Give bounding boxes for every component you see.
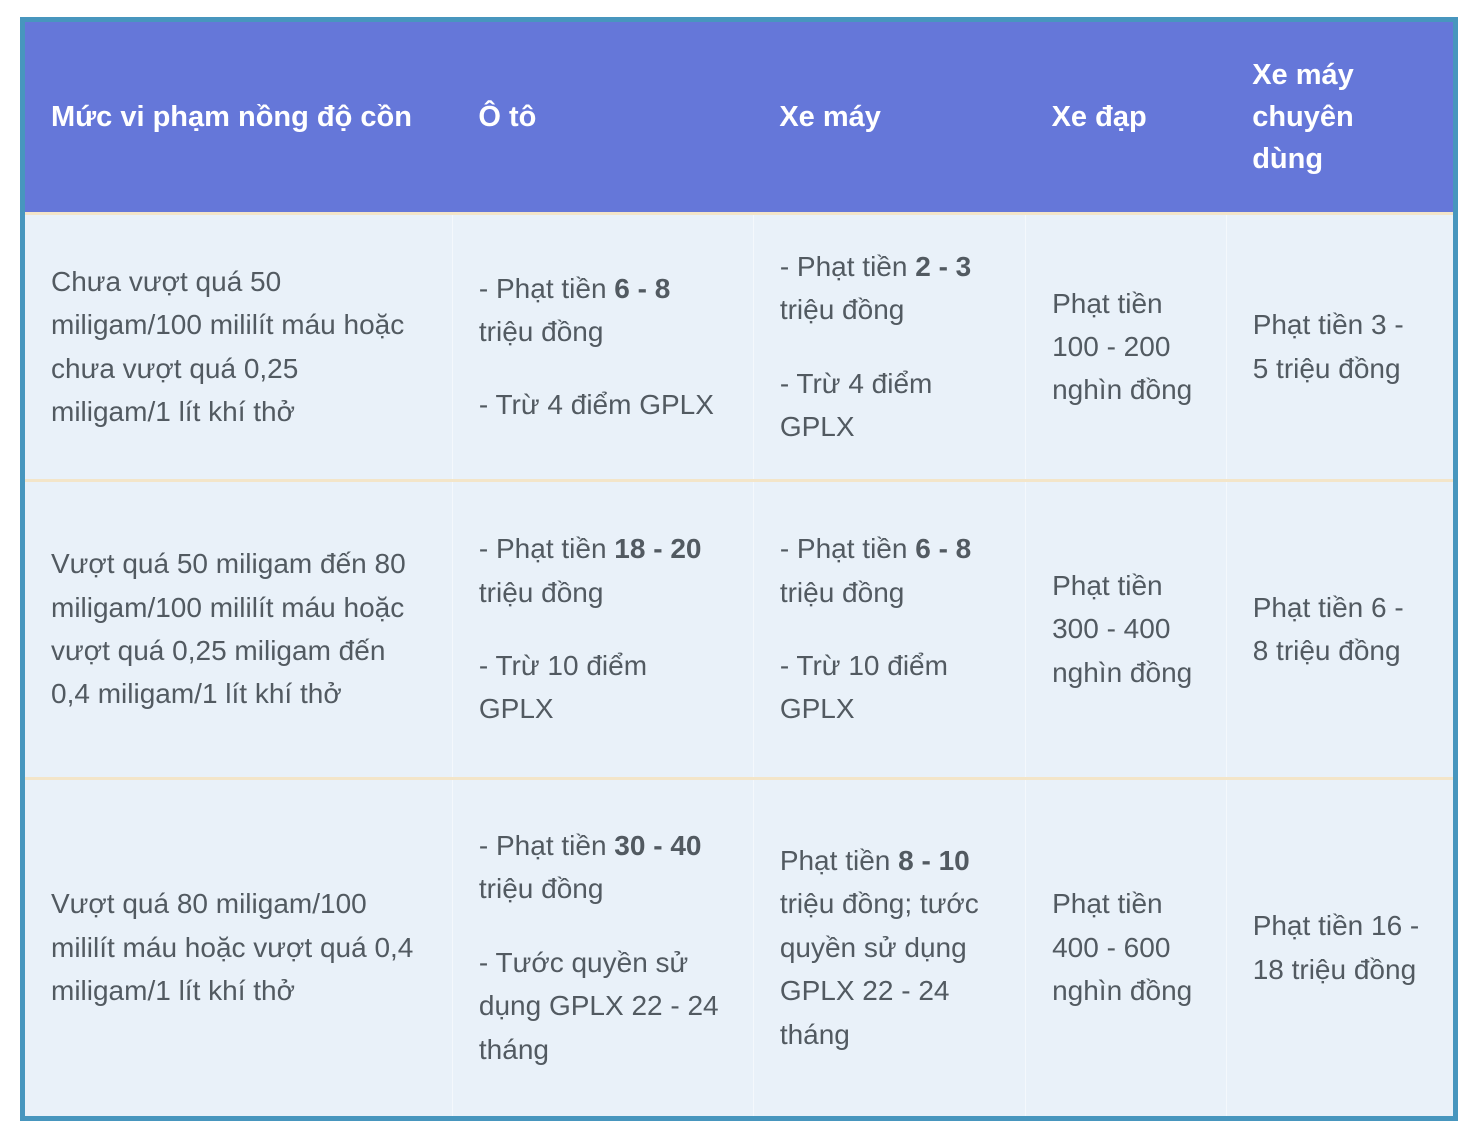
fine-amount: 6 - 8 — [614, 272, 671, 304]
cell-paragraph: Vượt quá 80 miligam/100 mililít máu hoặc… — [51, 882, 424, 1012]
cell-text: Phạt tiền 400 - 600 nghìn đồng — [1052, 888, 1193, 1007]
table-cell-xe-may-chuyen-dung: Phạt tiền 3 - 5 triệu đồng — [1225, 212, 1456, 481]
cell-text: Vượt quá 80 miligam/100 mililít máu hoặc… — [51, 888, 414, 1007]
table-cell-xe-may-chuyen-dung: Phạt tiền 6 - 8 triệu đồng — [1225, 478, 1456, 779]
table-row: Vượt quá 80 miligam/100 mililít máu hoặc… — [22, 776, 1456, 1119]
cell-text: - Phạt tiền — [779, 251, 916, 282]
column-header-xe-may: Xe máy — [753, 19, 1026, 214]
cell-text: triệu đồng — [478, 316, 604, 348]
column-header-xe-dap: Xe đạp — [1025, 19, 1227, 214]
fine-amount: 2 - 3 — [915, 251, 972, 282]
cell-paragraph: Phạt tiền 100 - 200 nghìn đồng — [1052, 282, 1198, 412]
cell-text: - Trừ 4 điểm GPLX — [478, 389, 714, 421]
table-cell-violation-level: Chưa vượt quá 50 miligam/100 mililít máu… — [22, 212, 453, 481]
cell-text: - Tước quyền sử dụng GPLX 22 - 24 tháng — [478, 946, 719, 1065]
cell-text: Phạt tiền — [779, 845, 899, 877]
table-cell-xe-may-chuyen-dung: Phạt tiền 16 - 18 triệu đồng — [1225, 776, 1456, 1119]
cell-text: - Phạt tiền — [478, 830, 615, 862]
cell-text: Phạt tiền 3 - 5 triệu đồng — [1252, 309, 1404, 384]
cell-text: Phạt tiền 300 - 400 nghìn đồng — [1052, 569, 1193, 688]
table-cell-xe-dap: Phạt tiền 400 - 600 nghìn đồng — [1025, 776, 1227, 1119]
alcohol-fine-table: Mức vi phạm nồng độ cồn Ô tô Xe máy Xe đạp X… — [20, 17, 1458, 1121]
cell-text: Chưa vượt quá 50 miligam/100 mililít máu… — [51, 266, 405, 428]
cell-paragraph: Phạt tiền 300 - 400 nghìn đồng — [1052, 564, 1198, 694]
table-cell-violation-level: Vượt quá 50 miligam đến 80 miligam/100 m… — [22, 478, 453, 779]
cell-paragraph: - Trừ 4 điểm GPLX — [479, 383, 725, 426]
cell-paragraph: - Tước quyền sử dụng GPLX 22 - 24 tháng — [479, 941, 725, 1071]
cell-paragraph: - Phạt tiền 2 - 3 triệu đồng — [780, 245, 997, 332]
table-cell-xe-may: - Phạt tiền 2 - 3 triệu đồng - Trừ 4 điểm… — [752, 212, 1026, 481]
table-head: Mức vi phạm nồng độ cồn Ô tô Xe máy Xe đạp X… — [22, 19, 1456, 214]
cell-paragraph: - Phạt tiền 18 - 20 triệu đồng — [479, 527, 725, 614]
fine-amount: 6 - 8 — [915, 533, 972, 565]
cell-paragraph: - Phạt tiền 6 - 8 triệu đồng — [479, 267, 725, 354]
cell-text: triệu đồng — [779, 294, 905, 326]
cell-paragraph: - Phạt tiền 30 - 40 triệu đồng — [479, 824, 725, 911]
table-cell-o-to: - Phạt tiền 6 - 8 triệu đồng - Trừ 4 điểm… — [451, 212, 754, 481]
column-header-xe-may-chuyen-dung: Xe máy chuyên dùng — [1226, 19, 1456, 214]
cell-paragraph: - Trừ 10 điểm GPLX — [780, 644, 997, 731]
cell-paragraph: Phạt tiền 400 - 600 nghìn đồng — [1052, 882, 1198, 1012]
table-row: Vượt quá 50 miligam đến 80 miligam/100 m… — [22, 478, 1456, 779]
table-row: Chưa vượt quá 50 miligam/100 mililít máu… — [22, 212, 1456, 481]
cell-paragraph: Phạt tiền 8 - 10 triệu đồng; tước quyền … — [780, 839, 997, 1056]
fine-amount: 8 - 10 — [898, 845, 970, 877]
cell-paragraph: Phạt tiền 16 - 18 triệu đồng — [1253, 904, 1425, 991]
cell-paragraph: Phạt tiền 3 - 5 triệu đồng — [1253, 303, 1425, 390]
table-cell-o-to: - Phạt tiền 18 - 20 triệu đồng - Trừ 10 đ… — [451, 478, 754, 779]
cell-text: - Trừ 10 điểm GPLX — [779, 650, 948, 725]
cell-paragraph: - Trừ 4 điểm GPLX — [780, 362, 997, 449]
cell-text: - Trừ 4 điểm GPLX — [779, 367, 933, 443]
table-body: Chưa vượt quá 50 miligam/100 mililít máu… — [22, 212, 1456, 1119]
cell-paragraph: Vượt quá 50 miligam đến 80 miligam/100 m… — [51, 542, 424, 716]
cell-text: Vượt quá 50 miligam đến 80 miligam/100 m… — [51, 548, 406, 710]
cell-text: triệu đồng — [779, 576, 905, 608]
cell-paragraph: - Phạt tiền 6 - 8 triệu đồng — [780, 527, 997, 614]
cell-text: - Phạt tiền — [779, 533, 916, 565]
table-cell-o-to: - Phạt tiền 30 - 40 triệu đồng - Tước quy… — [451, 776, 754, 1119]
cell-text: - Trừ 10 điểm GPLX — [478, 650, 648, 725]
cell-text: Phạt tiền 16 - 18 triệu đồng — [1252, 910, 1420, 985]
cell-paragraph: - Trừ 10 điểm GPLX — [479, 644, 725, 731]
cell-paragraph: Phạt tiền 6 - 8 triệu đồng — [1253, 586, 1425, 673]
cell-text: Phạt tiền 6 - 8 triệu đồng — [1252, 591, 1404, 667]
table-cell-violation-level: Vượt quá 80 miligam/100 mililít máu hoặc… — [22, 776, 453, 1119]
table-cell-xe-may: Phạt tiền 8 - 10 triệu đồng; tước quyền … — [752, 776, 1026, 1119]
table-cell-xe-dap: Phạt tiền 300 - 400 nghìn đồng — [1025, 478, 1227, 779]
cell-text: - Phạt tiền — [478, 533, 615, 565]
table-cell-xe-dap: Phạt tiền 100 - 200 nghìn đồng — [1025, 212, 1227, 481]
cell-text: triệu đồng — [478, 873, 604, 905]
cell-text: Phạt tiền 100 - 200 nghìn đồng — [1052, 287, 1193, 406]
column-header-o-to: Ô tô — [452, 19, 754, 214]
cell-text: - Phạt tiền — [478, 272, 615, 304]
fine-amount: 18 - 20 — [614, 533, 702, 565]
column-header-violation-level: Mức vi phạm nồng độ cồn — [22, 19, 453, 214]
cell-text: triệu đồng; tước quyền sử dụng GPLX 22 -… — [779, 888, 979, 1050]
table-cell-xe-may: - Phạt tiền 6 - 8 triệu đồng - Trừ 10 điể… — [752, 478, 1026, 779]
cell-paragraph: Chưa vượt quá 50 miligam/100 mililít máu… — [51, 260, 424, 434]
fine-amount: 30 - 40 — [614, 830, 702, 862]
header-row: Mức vi phạm nồng độ cồn Ô tô Xe máy Xe đạp X… — [22, 19, 1456, 214]
cell-text: triệu đồng — [478, 576, 604, 608]
